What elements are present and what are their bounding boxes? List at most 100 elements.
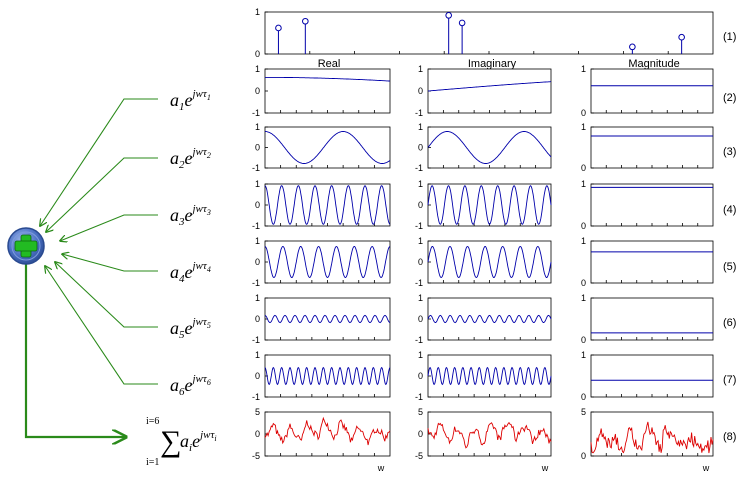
- output-arrow: [24, 264, 126, 437]
- imag-panel-5-y-tick-label: 1: [418, 236, 423, 246]
- real-panel-8-trace: [264, 416, 391, 446]
- mag-panel-4-y-tick-label: 1: [581, 179, 586, 189]
- real-panel-3: [264, 126, 391, 169]
- mag-panel-5: [590, 240, 714, 284]
- row-label-5: (5): [723, 261, 736, 273]
- svg-text:a6ejwτ6: a6ejwτ6: [170, 373, 211, 398]
- term-3: a3ejwτ3: [170, 203, 211, 228]
- mag-panel-8-y-tick-label: 5: [581, 407, 586, 417]
- real-panel-3-trace: [265, 131, 391, 164]
- row-label-1: (1): [723, 31, 736, 43]
- imag-panel-3-y-tick-label: 1: [418, 122, 423, 132]
- real-panel-7-y-tick-label: -1: [252, 392, 260, 402]
- real-panel-2-y-tick-label: 0: [255, 86, 260, 96]
- mag-panel-6-y-tick-label: 0: [581, 335, 586, 345]
- real-panel-2-y-tick-label: 1: [255, 64, 260, 74]
- real-panel-5: [264, 240, 391, 284]
- imag-panel-7-trace: [427, 366, 552, 386]
- real-panel-4-trace: [264, 185, 391, 225]
- row-label-3: (3): [723, 146, 736, 158]
- stem-y-tick-label: 0: [255, 49, 260, 59]
- stem-marker-5: [629, 43, 636, 51]
- real-panel-4-y-tick-label: 0: [255, 200, 260, 210]
- real-panel-4-y-tick-label: -1: [252, 221, 260, 231]
- real-panel-2-trace: [265, 76, 391, 82]
- real-panel-6-y-tick-label: 1: [255, 293, 260, 303]
- real-panel-6-y-tick-label: -1: [252, 335, 260, 345]
- plus-icon: [14, 234, 38, 258]
- term-2: a2ejwτ2: [170, 146, 211, 171]
- term-arrows: [40, 98, 158, 385]
- imag-panel-3: [427, 126, 552, 169]
- mag-panel-8-trace: [590, 421, 714, 454]
- real-panel-5-y-tick-label: 1: [255, 236, 260, 246]
- svg-text:i=6: i=6: [146, 416, 159, 427]
- imag-panel-8-y-tick-label: 0: [418, 429, 423, 439]
- mag-panel-4: [590, 183, 714, 227]
- real-panel-5-trace: [264, 246, 391, 278]
- mag-panel-5-y-tick-label: 0: [581, 278, 586, 288]
- arrow-term-1: [40, 98, 158, 226]
- imag-panel-3-trace: [427, 131, 552, 164]
- real-panel-7-y-tick-label: 0: [255, 371, 260, 381]
- mag-panel-3-y-tick-label: 1: [581, 122, 586, 132]
- real-panel-5-y-tick-label: 0: [255, 257, 260, 267]
- imag-panel-2-y-tick-label: 1: [418, 64, 423, 74]
- mag-panel-2-y-tick-label: 0: [581, 108, 586, 118]
- arrow-term-5: [55, 262, 158, 328]
- imag-panel-8-trace: [427, 421, 552, 449]
- term-6: a6ejwτ6: [170, 373, 211, 398]
- svg-text:a5ejwτ5: a5ejwτ5: [170, 316, 211, 341]
- mag-panel-2: [590, 68, 714, 114]
- real-panel-2: [264, 68, 391, 114]
- arrow-term-6: [45, 266, 158, 385]
- sum-term: i=6 ∑ i=1 aiejwτi: [146, 416, 217, 468]
- real-panel-3-y-tick-label: 1: [255, 122, 260, 132]
- stem-marker-2: [302, 17, 309, 25]
- stem-marker-3: [445, 12, 452, 19]
- svg-text:a4ejwτ4: a4ejwτ4: [170, 260, 211, 285]
- mag-panel-7-y-tick-label: 0: [581, 392, 586, 402]
- imag-panel-6-y-tick-label: 1: [418, 293, 423, 303]
- mag-panel-6-y-tick-label: 1: [581, 293, 586, 303]
- imag-panel-2-trace: [428, 81, 551, 92]
- term-5: a5ejwτ5: [170, 316, 211, 341]
- real-panel-3-y-tick-label: -1: [252, 163, 260, 173]
- arrow-term-3: [60, 214, 158, 241]
- mag-panel-6: [590, 297, 714, 341]
- imag-panel-4: [427, 183, 552, 227]
- mag-panel-3: [590, 126, 714, 169]
- stem-marker-6: [678, 33, 685, 41]
- real-panel-4-y-tick-label: 1: [255, 179, 260, 189]
- imag-panel-7-y-tick-label: -1: [415, 392, 423, 402]
- header-imaginary: Imaginary: [468, 58, 517, 70]
- real-panel-6-y-tick-label: 0: [255, 314, 260, 324]
- real-panel-7-y-tick-label: 1: [255, 350, 260, 360]
- mag-panel-4-y-tick-label: 0: [581, 221, 586, 231]
- row-label-7: (7): [723, 374, 736, 386]
- stem-marker-1: [275, 24, 282, 32]
- x-axis-label-imaginary: w: [541, 463, 549, 473]
- real-panel-3-y-tick-label: 0: [255, 143, 260, 153]
- mag-panel-8: [590, 411, 714, 457]
- real-panel-6-trace: [264, 314, 391, 324]
- svg-text:aiejwτi: aiejwτi: [180, 429, 217, 454]
- mag-panel-5-y-tick-label: 1: [581, 236, 586, 246]
- real-panel-8-y-tick-label: -5: [252, 451, 260, 461]
- term-1: a1ejwτ1: [170, 88, 211, 113]
- row-labels: (1) (2) (3) (4) (5) (6) (7) (8): [723, 31, 736, 443]
- stem-panel: [264, 11, 714, 55]
- imag-panel-2-y-tick-label: -1: [415, 108, 423, 118]
- imag-panel-2: [427, 68, 552, 114]
- imag-panel-8-y-tick-label: -5: [415, 451, 423, 461]
- real-panel-2-y-tick-label: -1: [252, 108, 260, 118]
- imag-panel-7-y-tick-label: 1: [418, 350, 423, 360]
- real-panel-7-trace: [264, 366, 391, 386]
- mag-panel-8-y-tick-label: 0: [581, 451, 586, 461]
- real-panel-8-y-tick-label: 0: [255, 429, 260, 439]
- row-label-2: (2): [723, 92, 736, 104]
- imag-panel-3-y-tick-label: -1: [415, 163, 423, 173]
- term-4: a4ejwτ4: [170, 260, 211, 285]
- real-panel-8-y-tick-label: 5: [255, 407, 260, 417]
- x-axis-label-real: w: [377, 463, 385, 473]
